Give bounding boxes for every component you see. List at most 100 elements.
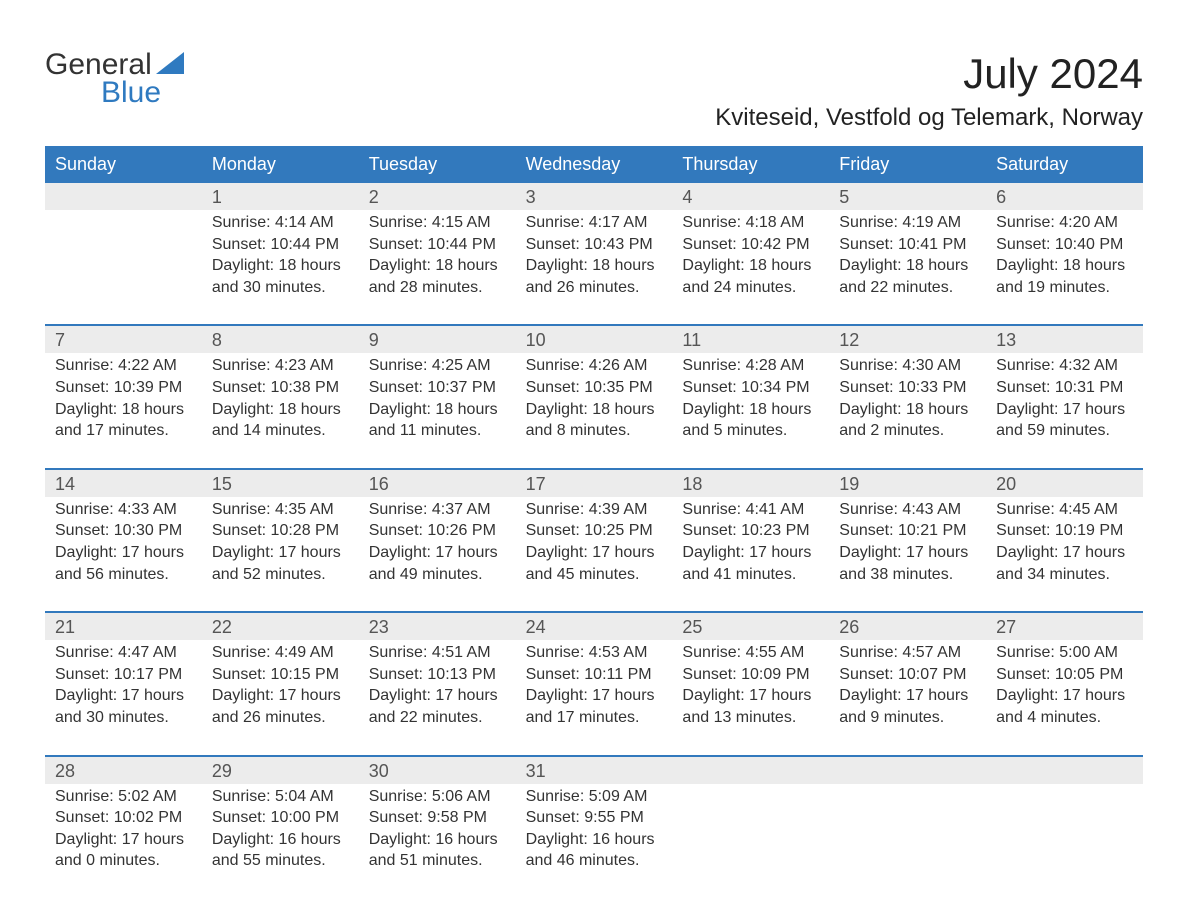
weeks-container: 123456Sunrise: 4:14 AMSunset: 10:44 PMDa… <box>45 183 1143 898</box>
day-sunset: Sunset: 10:02 PM <box>55 807 192 829</box>
day-number <box>986 757 1143 784</box>
day-content-row: Sunrise: 5:02 AMSunset: 10:02 PMDaylight… <box>45 784 1143 898</box>
day-sunset: Sunset: 10:05 PM <box>996 664 1133 686</box>
day-sunrise: Sunrise: 4:22 AM <box>55 355 192 377</box>
dow-tuesday: Tuesday <box>359 146 516 183</box>
day-number: 13 <box>986 326 1143 353</box>
day-sunset: Sunset: 10:26 PM <box>369 520 506 542</box>
day-d1: Daylight: 16 hours <box>369 829 506 851</box>
day-d2: and 14 minutes. <box>212 420 349 442</box>
day-d1: Daylight: 18 hours <box>839 255 976 277</box>
day-sunrise: Sunrise: 4:14 AM <box>212 212 349 234</box>
day-number: 9 <box>359 326 516 353</box>
day-cell: Sunrise: 4:18 AMSunset: 10:42 PMDaylight… <box>672 210 829 324</box>
day-d1: Daylight: 18 hours <box>55 399 192 421</box>
day-d2: and 9 minutes. <box>839 707 976 729</box>
day-sunset: Sunset: 10:34 PM <box>682 377 819 399</box>
day-d1: Daylight: 17 hours <box>839 542 976 564</box>
day-cell: Sunrise: 5:02 AMSunset: 10:02 PMDaylight… <box>45 784 202 898</box>
day-number: 3 <box>516 183 673 210</box>
day-sunrise: Sunrise: 4:17 AM <box>526 212 663 234</box>
day-d2: and 28 minutes. <box>369 277 506 299</box>
day-sunrise: Sunrise: 4:23 AM <box>212 355 349 377</box>
page-header: General Blue July 2024 Kviteseid, Vestfo… <box>45 50 1143 132</box>
day-d1: Daylight: 17 hours <box>682 542 819 564</box>
day-d2: and 13 minutes. <box>682 707 819 729</box>
day-sunrise: Sunrise: 4:45 AM <box>996 499 1133 521</box>
day-cell: Sunrise: 4:47 AMSunset: 10:17 PMDaylight… <box>45 640 202 754</box>
day-number: 10 <box>516 326 673 353</box>
day-d1: Daylight: 18 hours <box>526 399 663 421</box>
day-sunset: Sunset: 10:38 PM <box>212 377 349 399</box>
day-content-row: Sunrise: 4:33 AMSunset: 10:30 PMDaylight… <box>45 497 1143 611</box>
day-number: 24 <box>516 613 673 640</box>
day-d1: Daylight: 17 hours <box>996 685 1133 707</box>
day-d1: Daylight: 18 hours <box>212 255 349 277</box>
day-sunset: Sunset: 10:28 PM <box>212 520 349 542</box>
day-d2: and 51 minutes. <box>369 850 506 872</box>
day-sunrise: Sunrise: 4:30 AM <box>839 355 976 377</box>
day-d2: and 34 minutes. <box>996 564 1133 586</box>
day-d1: Daylight: 17 hours <box>526 685 663 707</box>
day-number: 1 <box>202 183 359 210</box>
location-subtitle: Kviteseid, Vestfold og Telemark, Norway <box>715 104 1143 132</box>
day-d1: Daylight: 17 hours <box>212 685 349 707</box>
day-sunset: Sunset: 10:17 PM <box>55 664 192 686</box>
day-sunset: Sunset: 10:33 PM <box>839 377 976 399</box>
day-sunrise: Sunrise: 4:37 AM <box>369 499 506 521</box>
day-d1: Daylight: 17 hours <box>526 542 663 564</box>
day-number: 14 <box>45 470 202 497</box>
day-cell: Sunrise: 4:32 AMSunset: 10:31 PMDaylight… <box>986 353 1143 467</box>
day-number-row: 14151617181920 <box>45 470 1143 497</box>
day-d2: and 45 minutes. <box>526 564 663 586</box>
day-content-row: Sunrise: 4:14 AMSunset: 10:44 PMDaylight… <box>45 210 1143 324</box>
day-d1: Daylight: 18 hours <box>369 255 506 277</box>
title-block: July 2024 Kviteseid, Vestfold og Telemar… <box>715 50 1143 132</box>
day-d1: Daylight: 18 hours <box>682 255 819 277</box>
day-cell: Sunrise: 4:26 AMSunset: 10:35 PMDaylight… <box>516 353 673 467</box>
day-sunrise: Sunrise: 4:20 AM <box>996 212 1133 234</box>
day-cell: Sunrise: 5:00 AMSunset: 10:05 PMDaylight… <box>986 640 1143 754</box>
dow-monday: Monday <box>202 146 359 183</box>
day-sunset: Sunset: 10:25 PM <box>526 520 663 542</box>
day-number: 4 <box>672 183 829 210</box>
day-sunrise: Sunrise: 4:19 AM <box>839 212 976 234</box>
calendar-week: 14151617181920Sunrise: 4:33 AMSunset: 10… <box>45 468 1143 611</box>
day-d1: Daylight: 17 hours <box>369 542 506 564</box>
day-number: 6 <box>986 183 1143 210</box>
day-sunset: Sunset: 10:19 PM <box>996 520 1133 542</box>
day-d2: and 46 minutes. <box>526 850 663 872</box>
day-d1: Daylight: 17 hours <box>212 542 349 564</box>
day-d2: and 19 minutes. <box>996 277 1133 299</box>
day-cell: Sunrise: 5:04 AMSunset: 10:00 PMDaylight… <box>202 784 359 898</box>
day-cell: Sunrise: 4:25 AMSunset: 10:37 PMDaylight… <box>359 353 516 467</box>
day-d2: and 17 minutes. <box>526 707 663 729</box>
day-sunset: Sunset: 10:31 PM <box>996 377 1133 399</box>
day-cell: Sunrise: 5:06 AMSunset: 9:58 PMDaylight:… <box>359 784 516 898</box>
day-d2: and 59 minutes. <box>996 420 1133 442</box>
day-cell: Sunrise: 4:41 AMSunset: 10:23 PMDaylight… <box>672 497 829 611</box>
calendar: Sunday Monday Tuesday Wednesday Thursday… <box>45 146 1143 898</box>
month-title: July 2024 <box>715 50 1143 98</box>
day-d2: and 17 minutes. <box>55 420 192 442</box>
day-cell: Sunrise: 4:39 AMSunset: 10:25 PMDaylight… <box>516 497 673 611</box>
day-sunrise: Sunrise: 4:53 AM <box>526 642 663 664</box>
calendar-week: 28293031Sunrise: 5:02 AMSunset: 10:02 PM… <box>45 755 1143 898</box>
day-number: 7 <box>45 326 202 353</box>
day-d2: and 26 minutes. <box>526 277 663 299</box>
day-d2: and 38 minutes. <box>839 564 976 586</box>
day-d1: Daylight: 17 hours <box>682 685 819 707</box>
day-d1: Daylight: 17 hours <box>369 685 506 707</box>
day-sunset: Sunset: 10:40 PM <box>996 234 1133 256</box>
day-sunrise: Sunrise: 5:06 AM <box>369 786 506 808</box>
day-sunrise: Sunrise: 4:55 AM <box>682 642 819 664</box>
day-number <box>829 757 986 784</box>
day-d2: and 5 minutes. <box>682 420 819 442</box>
day-sunrise: Sunrise: 4:15 AM <box>369 212 506 234</box>
day-sunset: Sunset: 10:07 PM <box>839 664 976 686</box>
day-d2: and 41 minutes. <box>682 564 819 586</box>
day-number: 11 <box>672 326 829 353</box>
day-d2: and 11 minutes. <box>369 420 506 442</box>
day-d2: and 56 minutes. <box>55 564 192 586</box>
day-sunrise: Sunrise: 4:57 AM <box>839 642 976 664</box>
